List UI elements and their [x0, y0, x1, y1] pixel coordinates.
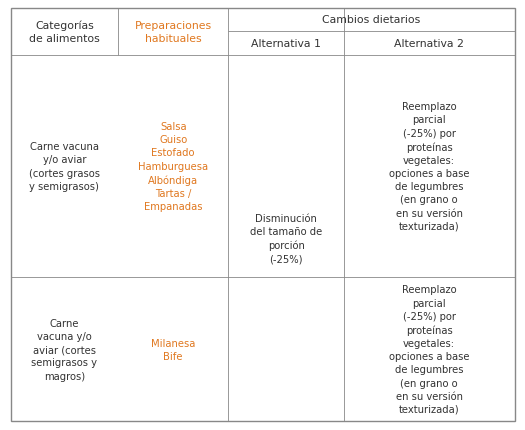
Text: Milanesa
Bife: Milanesa Bife [151, 338, 195, 361]
Text: Preparaciones
habituales: Preparaciones habituales [135, 21, 212, 44]
Text: Alternativa 1: Alternativa 1 [251, 39, 321, 49]
Text: Cambios dietarios: Cambios dietarios [322, 15, 421, 25]
Text: Disminución
del tamaño de
porción
(-25%): Disminución del tamaño de porción (-25%) [250, 214, 322, 264]
Text: Carne
vacuna y/o
aviar (cortes
semigrasos y
magros): Carne vacuna y/o aviar (cortes semigraso… [32, 318, 97, 381]
Text: Alternativa 2: Alternativa 2 [394, 39, 464, 49]
Text: Carne vacuna
y/o aviar
(cortes grasos
y semigrasos): Carne vacuna y/o aviar (cortes grasos y … [29, 142, 100, 191]
Text: Salsa
Guiso
Estofado
Hamburguesa
Albóndiga
Tartas /
Empanadas: Salsa Guiso Estofado Hamburguesa Albóndi… [138, 122, 208, 212]
Text: Reemplazo
parcial
(-25%) por
proteínas
vegetales:
opciones a base
de legumbres
(: Reemplazo parcial (-25%) por proteínas v… [389, 285, 469, 414]
Text: Reemplazo
parcial
(-25%) por
proteínas
vegetales:
opciones a base
de legumbres
(: Reemplazo parcial (-25%) por proteínas v… [389, 102, 469, 231]
Text: Categorías
de alimentos: Categorías de alimentos [29, 21, 100, 44]
